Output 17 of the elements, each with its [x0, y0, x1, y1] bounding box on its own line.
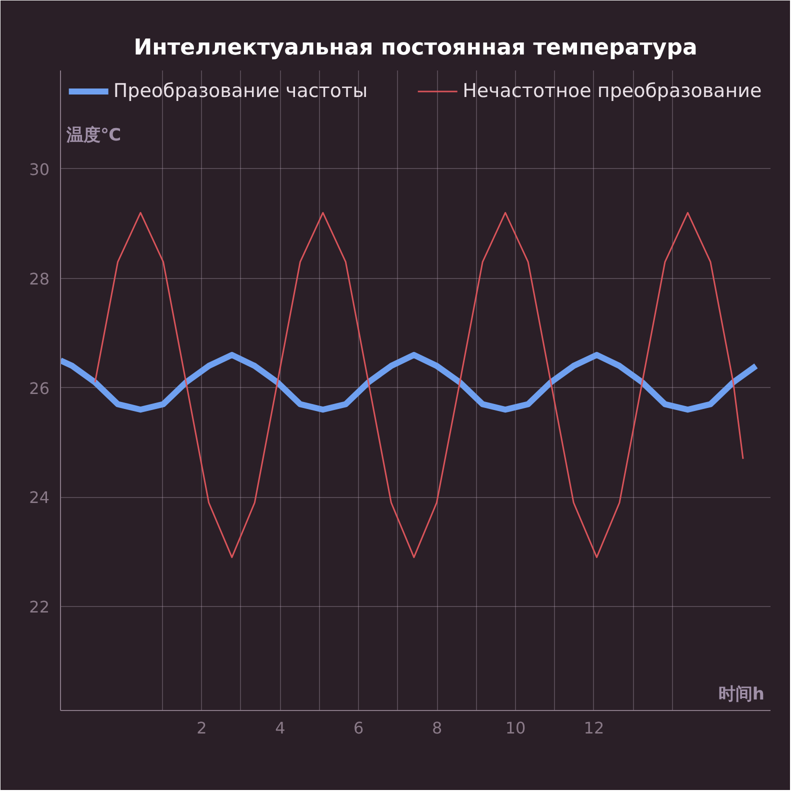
line-series — [94, 212, 744, 558]
x-tick-label: 2 — [196, 718, 207, 738]
y-tick-label: 22 — [29, 598, 50, 617]
legend-label: Преобразование частоты — [113, 80, 368, 102]
x-tick-label: 12 — [584, 718, 604, 738]
chart-title: Интеллектуальная постоянная температура — [134, 36, 698, 60]
x-axis-title: 时间h — [718, 684, 765, 704]
y-tick-label: 26 — [29, 378, 50, 398]
y-tick-label: 30 — [29, 160, 50, 179]
x-tick-label: 4 — [275, 718, 286, 738]
y-tick-label: 24 — [29, 488, 50, 508]
x-tick-label: 10 — [505, 718, 526, 738]
x-tick-label: 8 — [432, 718, 442, 738]
legend-label: Нечастотное преобразование — [462, 80, 762, 102]
y-axis-title: 温度℃ — [66, 126, 122, 146]
x-tick-label: 6 — [354, 718, 364, 738]
y-tick-label: 28 — [29, 269, 50, 288]
